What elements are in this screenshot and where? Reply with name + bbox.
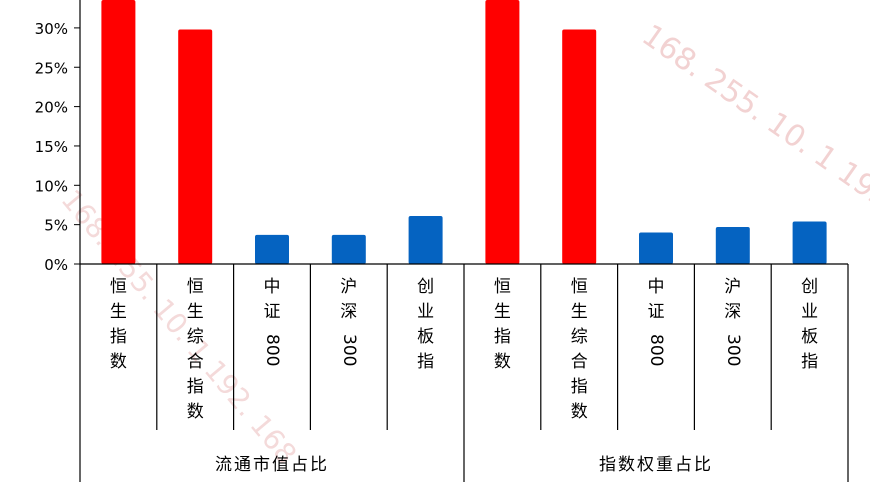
y-tick-label: 5% <box>44 217 68 235</box>
bar <box>792 221 827 264</box>
x-tick-label-number: 300 <box>723 334 743 366</box>
x-tick-label: 中证 <box>648 277 665 322</box>
x-tick-label: 恒生综合指数 <box>187 277 204 422</box>
y-axis: 0% 5% 10% 15% 20% 25% 30% <box>35 0 81 274</box>
bar <box>639 232 673 264</box>
group-label: 指数权重占比 <box>599 455 713 475</box>
x-tick-label: 恒生指数 <box>494 277 511 372</box>
x-tick-label-number: 800 <box>646 334 666 366</box>
group-label: 流通市值占比 <box>215 455 329 475</box>
x-tick-label: 创业板指 <box>801 277 818 372</box>
x-tick-label: 恒生指数 <box>110 277 127 372</box>
x-axis: 恒生指数 恒生综合指数 中证 800 沪深 300 创业板指 恒生指数 恒生综合指数 中证 800 沪… <box>79 263 849 482</box>
y-tick-label: 25% <box>35 59 68 77</box>
y-tick-label: 30% <box>35 20 68 38</box>
x-tick-label: 沪深 <box>340 277 357 322</box>
y-tick-label: 0% <box>44 256 68 274</box>
x-tick-label: 创业板指 <box>417 277 434 372</box>
bar <box>715 227 750 264</box>
bar <box>562 29 597 264</box>
bar <box>408 215 443 264</box>
bar <box>331 234 366 264</box>
bar <box>101 0 136 264</box>
y-tick-label: 10% <box>35 177 68 195</box>
bars <box>101 0 827 264</box>
x-tick-label: 沪深 <box>724 277 741 322</box>
x-tick-label-number: 300 <box>339 334 359 366</box>
bar <box>255 234 289 264</box>
y-tick-label: 20% <box>35 99 68 117</box>
bar <box>178 29 213 264</box>
watermark-text: 168. 255. 10. 1 192. 168 <box>635 18 870 260</box>
bar <box>485 0 520 264</box>
x-tick-label: 中证 <box>264 277 281 322</box>
x-tick-label-number: 800 <box>262 334 282 366</box>
x-tick-label: 恒生综合指数 <box>571 277 588 422</box>
y-tick-label: 15% <box>35 138 68 156</box>
